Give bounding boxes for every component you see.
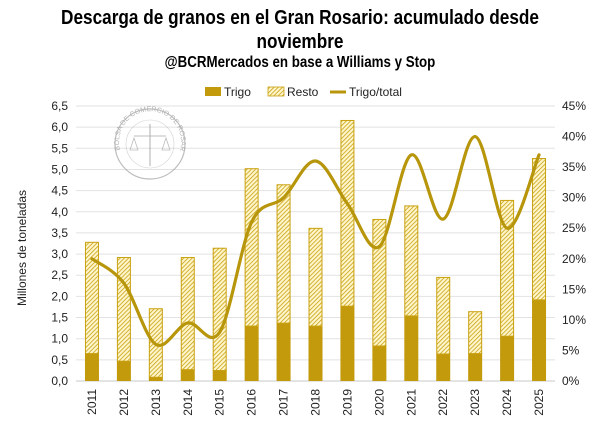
- bar-trigo: [148, 376, 163, 381]
- bar-resto: [276, 184, 291, 324]
- bar-resto: [436, 276, 451, 355]
- legend: Trigo Resto Trigo/total: [205, 85, 402, 99]
- y2-tick-label: 15%: [562, 282, 586, 296]
- bar-trigo: [212, 370, 227, 381]
- x-tick-label: 2017: [277, 389, 291, 416]
- y2-tick-label: 40%: [562, 130, 586, 144]
- x-tick-label: 2019: [340, 389, 354, 416]
- x-tick-label: 2022: [436, 389, 450, 416]
- bar-trigo: [468, 353, 483, 381]
- y-tick-label: 3,5: [51, 226, 68, 240]
- bar-trigo: [116, 360, 131, 381]
- bar-resto: [468, 311, 483, 355]
- y-tick-label: 1,5: [51, 311, 68, 325]
- y2-tick-label: 5%: [562, 343, 580, 357]
- logo-text: BOLSA DE COMERCIO DE ROSARIO: [0, 0, 186, 152]
- bar-trigo: [532, 299, 547, 381]
- x-tick-label: 2020: [372, 389, 386, 416]
- y-axis-label: Millones de toneladas: [15, 190, 29, 306]
- legend-swatch-trigo: [205, 87, 221, 96]
- y2-tick-label: 10%: [562, 313, 586, 327]
- y2-tick-label: 35%: [562, 160, 586, 174]
- x-tick-label: 2023: [468, 389, 482, 416]
- bar-trigo: [84, 353, 99, 381]
- y-tick-label: 2,0: [51, 289, 68, 303]
- x-tick-label: 2016: [245, 389, 259, 416]
- legend-label-trigo: Trigo: [224, 85, 251, 99]
- chart-subtitle: @BCRMercados en base a Williams y Stop: [164, 54, 436, 71]
- bar-resto: [116, 257, 131, 362]
- bar-resto: [500, 199, 515, 337]
- bar-trigo: [372, 345, 387, 381]
- chart-title: Descarga de granos en el Gran Rosario: a…: [61, 7, 539, 53]
- y-tick-label: 3,0: [51, 247, 68, 261]
- legend-label-trigo-total: Trigo/total: [349, 85, 402, 99]
- bar-trigo: [244, 325, 259, 381]
- x-tick-label: 2014: [181, 389, 195, 416]
- x-tick-label: 2015: [213, 389, 227, 416]
- y2-tick-label: 30%: [562, 191, 586, 205]
- bar-resto: [180, 257, 195, 371]
- y2-tick-label: 45%: [562, 99, 586, 113]
- svg-text:BOLSA DE COMERCIO DE ROSARIO: BOLSA DE COMERCIO DE ROSARIO: [0, 0, 186, 152]
- y-tick-label: 4,5: [51, 184, 68, 198]
- series-line-trigo-total: [90, 134, 541, 347]
- bar-trigo: [340, 305, 355, 381]
- bar-resto: [372, 218, 387, 347]
- legend-label-resto: Resto: [287, 85, 319, 99]
- bar-trigo: [180, 369, 195, 381]
- bar-trigo: [404, 315, 419, 381]
- bar-resto: [84, 241, 99, 355]
- bar-resto: [532, 158, 547, 301]
- x-tick-label: 2021: [404, 389, 418, 416]
- y-tick-label: 1,0: [51, 332, 68, 346]
- bar-resto: [244, 168, 259, 327]
- x-tick-label: 2025: [532, 389, 546, 416]
- bar-resto: [404, 205, 419, 317]
- bar-trigo: [308, 325, 323, 381]
- y2-tick-label: 25%: [562, 221, 586, 235]
- y-tick-label: 5,5: [51, 141, 68, 155]
- legend-swatch-resto: [267, 86, 285, 97]
- y-tick-label: 4,0: [51, 205, 68, 219]
- y2-tick-label: 0%: [562, 374, 580, 388]
- y-tick-label: 0,5: [51, 353, 68, 367]
- y-tick-label: 6,5: [51, 99, 68, 113]
- bar-trigo: [276, 322, 291, 381]
- y-tick-label: 2,5: [51, 268, 68, 282]
- x-tick-label: 2011: [85, 389, 99, 415]
- x-tick-label: 2013: [149, 389, 163, 416]
- y-tick-label: 5,0: [51, 162, 68, 176]
- bar-resto: [212, 247, 227, 372]
- x-tick-label: 2024: [500, 389, 514, 416]
- bar-resto: [308, 227, 323, 327]
- x-tick-label: 2012: [117, 389, 131, 416]
- x-tick-label: 2018: [309, 389, 323, 416]
- bar-trigo: [436, 353, 451, 381]
- y-tick-label: 6,0: [51, 120, 68, 134]
- bcr-logo-watermark: BOLSA DE COMERCIO DE ROSARIO: [0, 0, 186, 180]
- y2-tick-label: 20%: [562, 252, 586, 266]
- y-tick-label: 0,0: [51, 374, 68, 388]
- bar-trigo: [500, 335, 515, 381]
